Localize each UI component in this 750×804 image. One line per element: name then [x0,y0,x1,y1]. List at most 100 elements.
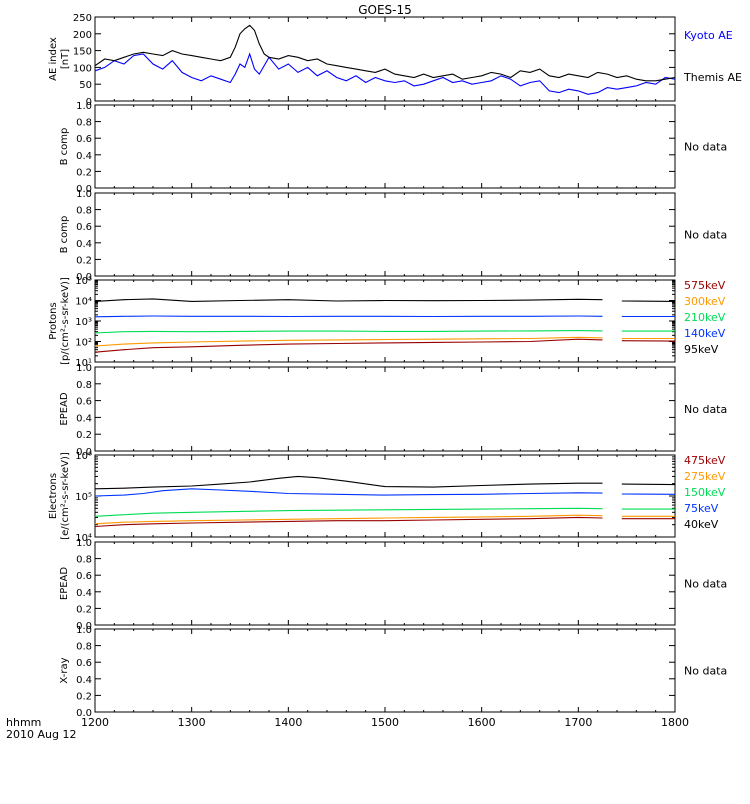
y-axis-title: AE index [48,37,59,81]
no-data-label: No data [684,665,727,678]
panel-frame [95,17,675,101]
series-line-40kev [622,484,675,485]
x-tick-label: 1300 [178,716,206,729]
y-tick-label: 0.6 [76,658,92,669]
y-tick-label: 0.4 [76,675,92,686]
y-axis-title: EPEAD [59,392,70,426]
y-tick-label: 0.8 [76,380,92,391]
y-axis-title: [e/(cm²-s-sr-keV)] [60,452,71,540]
legend-label: 95keV [684,343,719,356]
y-tick-label: 0.6 [76,134,92,145]
panel-protons: 10¹10²10³10⁴10⁵Protons[p/(cm²-s-sr-keV)]… [48,276,726,369]
x-tick-label: 1800 [661,716,689,729]
y-tick-label: 10⁵ [75,276,92,287]
series-line-140kev [95,316,603,317]
series-line-75kev [95,489,603,496]
y-tick-label: 10⁵ [75,492,92,503]
y-tick-label: 10⁶ [75,451,92,462]
y-tick-label: 1.0 [76,101,92,112]
y-tick-label: 10³ [75,317,92,328]
no-data-label: No data [684,578,727,591]
panel-frame [95,629,675,712]
y-tick-label: 0.2 [76,255,92,266]
y-tick-label: 0.8 [76,555,92,566]
footer-date: 2010 Aug 12 [6,728,76,741]
no-data-label: No data [684,403,727,416]
no-data-label: No data [684,229,727,242]
y-tick-label: 0.8 [76,642,92,653]
legend-label: 475keV [684,454,726,467]
series-line-kyoto-ae [95,54,675,94]
y-tick-label: 0.4 [76,588,92,599]
y-axis-title: X-ray [59,657,70,683]
series-line-275kev [95,515,603,524]
series-line-210kev [95,331,603,333]
y-tick-label: 1.0 [76,625,92,636]
y-tick-label: 0.2 [76,604,92,615]
legend-label: 275keV [684,470,726,483]
x-tick-label: 1700 [564,716,592,729]
legend-label: Themis AE [683,71,742,84]
no-data-label: No data [684,141,727,154]
legend-label: 150keV [684,486,726,499]
y-tick-label: 0.6 [76,571,92,582]
y-tick-label: 150 [73,47,92,58]
y-tick-label: 0.8 [76,118,92,129]
x-tick-label: 1400 [274,716,302,729]
y-tick-label: 0.2 [76,430,92,441]
y-axis-title: [nT] [60,49,71,69]
y-tick-label: 0.2 [76,167,92,178]
y-axis-title: Electrons [48,473,59,519]
y-tick-label: 0.4 [76,239,92,250]
y-tick-label: 10² [75,338,92,349]
panel-frame [95,542,675,625]
legend-label: 210keV [684,311,726,324]
y-axis-title: Protons [48,302,59,339]
x-tick-label: 1200 [81,716,109,729]
legend-label: 40keV [684,518,719,531]
y-axis-title: [p/(cm²-s-sr-keV)] [60,277,71,365]
y-tick-label: 0.2 [76,691,92,702]
legend-label: Kyoto AE [684,29,733,42]
y-tick-label: 0.8 [76,206,92,217]
plot-title: GOES-15 [358,3,412,17]
panel-frame [95,367,675,451]
panel-frame [95,455,675,537]
panel-frame [95,280,675,362]
series-line-150kev [95,508,603,516]
y-axis-title: EPEAD [59,567,70,601]
x-tick-label: 1600 [468,716,496,729]
y-tick-label: 0.6 [76,397,92,408]
y-tick-label: 1.0 [76,363,92,374]
y-tick-label: 100 [73,63,92,74]
series-line-40kev [95,476,603,488]
legend-label: 75keV [684,502,719,515]
legend-label: 140keV [684,327,726,340]
x-tick-label: 1500 [371,716,399,729]
series-line-95kev [95,299,603,302]
y-tick-label: 50 [79,80,92,91]
y-tick-label: 1.0 [76,189,92,200]
legend-label: 300keV [684,295,726,308]
y-tick-label: 1.0 [76,538,92,549]
panel-electrons: 10⁴10⁵10⁶Electrons[e/(cm²-s-sr-keV)]475k… [48,451,726,544]
y-tick-label: 0.4 [76,413,92,424]
y-axis-title: B comp [59,216,70,254]
panel-frame [95,105,675,188]
legend-label: 575keV [684,279,726,292]
y-tick-label: 0.4 [76,151,92,162]
series-line-575kev [95,339,603,352]
y-tick-label: 0.6 [76,222,92,233]
y-tick-label: 200 [73,30,92,41]
y-tick-label: 250 [73,13,92,24]
panel-frame [95,193,675,276]
y-tick-label: 10⁴ [75,297,92,308]
